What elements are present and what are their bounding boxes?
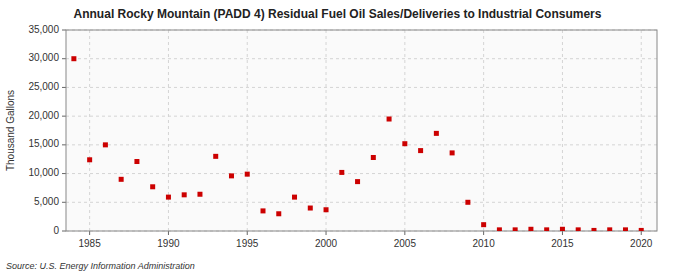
source-note: Source: U.S. Energy Information Administ…: [6, 261, 195, 271]
x-tick-label: 1995: [236, 238, 259, 249]
point: [229, 173, 234, 178]
x-grid-line: [483, 30, 484, 231]
x-grid-line: [168, 30, 169, 231]
y-tick: [62, 202, 66, 203]
x-grid-line: [326, 30, 327, 231]
point: [481, 222, 486, 227]
y-tick: [62, 173, 66, 174]
y-grid-line: [66, 116, 657, 117]
y-tick: [62, 30, 66, 31]
y-tick: [62, 87, 66, 88]
axes: 0 5,000 10,000 15,000 20,000 25,000 30,000 35,0…: [28, 24, 657, 249]
point: [276, 211, 281, 216]
point: [339, 170, 344, 175]
point: [465, 200, 470, 205]
y-grid-line: [66, 144, 657, 145]
point: [261, 208, 266, 213]
point: [150, 184, 155, 189]
y-axis-label: Thousand Gallons: [5, 90, 16, 171]
x-tick: [89, 231, 90, 235]
y-grid-line: [66, 87, 657, 88]
point: [607, 227, 612, 231]
point: [623, 227, 628, 231]
point: [528, 227, 533, 231]
x-tick: [404, 231, 405, 235]
point: [103, 142, 108, 147]
y-tick-label: 25,000: [28, 81, 59, 92]
x-grid-line: [562, 30, 563, 231]
point: [197, 192, 202, 197]
point: [371, 155, 376, 160]
y-grid-line: [66, 202, 657, 203]
point: [213, 154, 218, 159]
point: [245, 172, 250, 177]
grid: [66, 30, 657, 231]
point: [387, 117, 392, 122]
x-tick-label: 1990: [157, 238, 180, 249]
title: Annual Rocky Mountain (PADD 4) Residual …: [74, 7, 602, 21]
point: [355, 179, 360, 184]
point: [182, 192, 187, 197]
point: [308, 206, 313, 211]
points: [71, 56, 643, 231]
y-tick-label: 15,000: [28, 138, 59, 149]
point: [119, 177, 124, 182]
point: [292, 195, 297, 200]
x-tick: [326, 231, 327, 235]
point: [418, 148, 423, 153]
x-tick: [562, 231, 563, 235]
y-grid-line: [66, 173, 657, 174]
x-grid-line: [247, 30, 248, 231]
point: [87, 157, 92, 162]
x-grid-line: [89, 30, 90, 231]
x-tick-label: 1985: [79, 238, 102, 249]
point: [513, 227, 518, 231]
x-tick: [483, 231, 484, 235]
x-tick-label: 2005: [394, 238, 417, 249]
y-grid-line: [66, 58, 657, 59]
plot-frame: [66, 30, 657, 231]
x-tick: [168, 231, 169, 235]
point: [591, 228, 596, 231]
x-grid-line: [641, 30, 642, 231]
point: [402, 141, 407, 146]
y-tick: [62, 144, 66, 145]
y-tick-label: 30,000: [28, 52, 59, 63]
y-tick: [62, 116, 66, 117]
point: [71, 56, 76, 61]
x-grid-line: [404, 30, 405, 231]
y-tick-label: 35,000: [28, 24, 59, 35]
point: [544, 227, 549, 231]
y-tick-label: 0: [53, 225, 59, 236]
x-tick-label: 2010: [473, 238, 496, 249]
y-tick: [62, 58, 66, 59]
point: [560, 227, 565, 231]
point: [639, 228, 644, 231]
point: [576, 227, 581, 231]
point: [450, 150, 455, 155]
point: [324, 207, 329, 212]
plot-area: [66, 30, 657, 231]
chart: 0 5,000 10,000 15,000 20,000 25,000 30,000 35,0…: [0, 0, 675, 275]
x-tick-label: 2000: [315, 238, 338, 249]
y-tick: [62, 231, 66, 232]
point: [134, 159, 139, 164]
point: [497, 227, 502, 231]
point: [166, 195, 171, 200]
point: [434, 131, 439, 136]
x-tick: [247, 231, 248, 235]
y-tick-label: 5,000: [34, 196, 59, 207]
x-tick-label: 2020: [630, 238, 653, 249]
x-tick-label: 2015: [551, 238, 574, 249]
y-tick-label: 10,000: [28, 167, 59, 178]
x-tick: [641, 231, 642, 235]
y-tick-label: 20,000: [28, 110, 59, 121]
